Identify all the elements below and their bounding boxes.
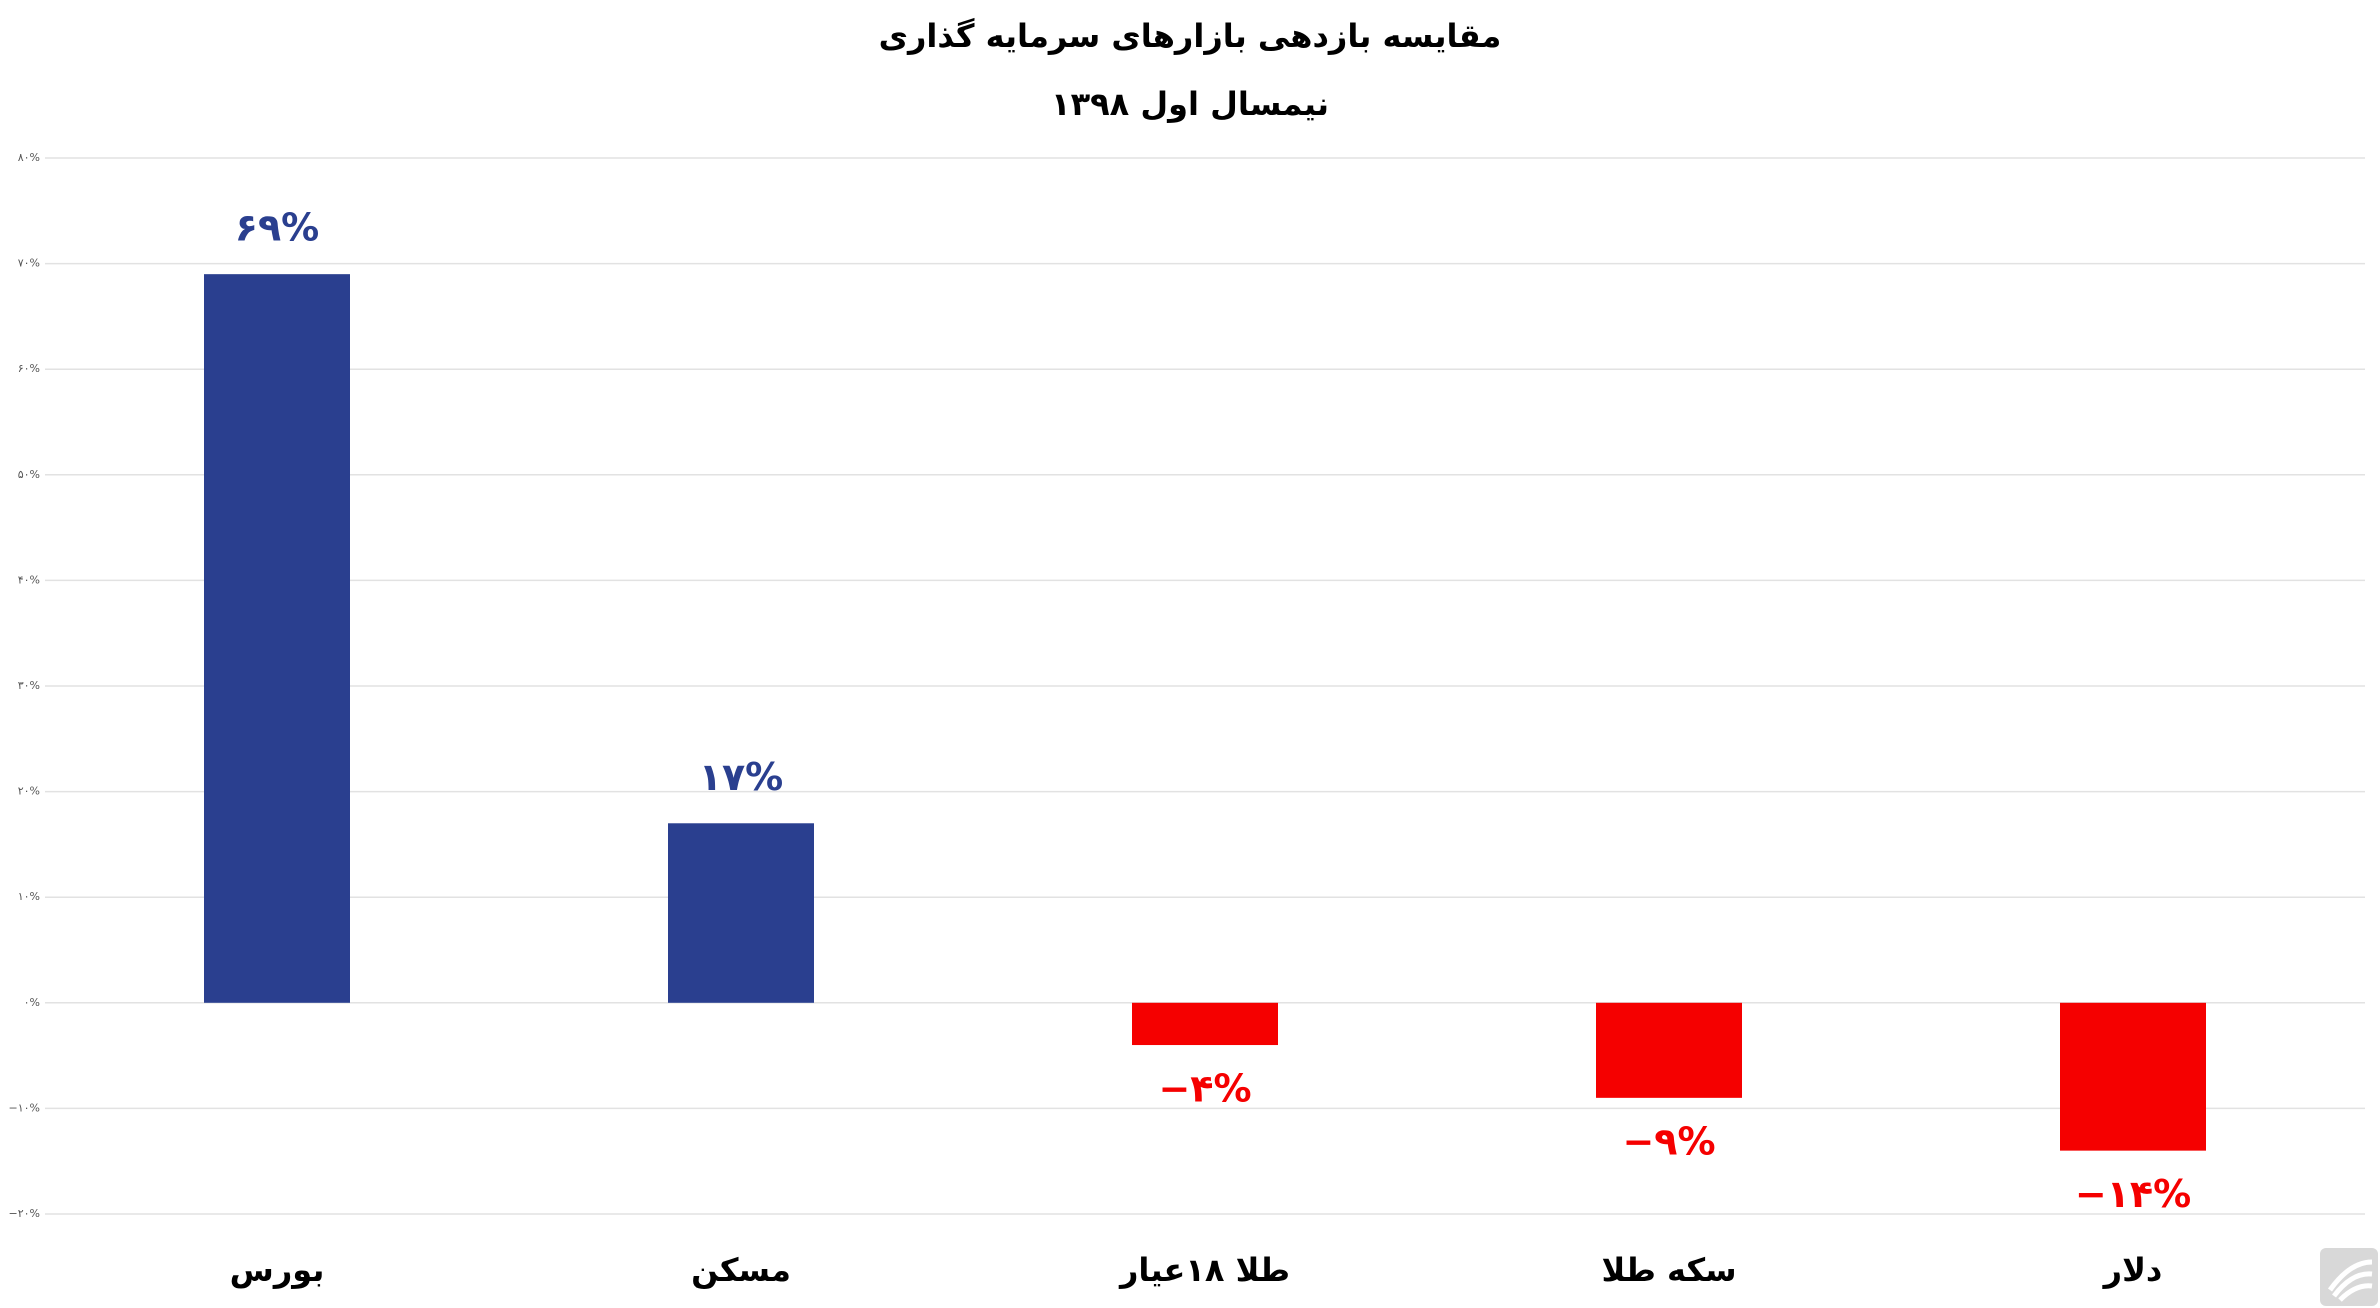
x-tick-label: طلا ۱۸عیار: [1118, 1251, 1290, 1289]
value-label: −۱۴%: [2075, 1172, 2191, 1216]
chart-subtitle: نیمسال اول ۱۳۹۸: [1051, 85, 1329, 123]
y-tick-label: ۷۰%: [18, 257, 40, 270]
bar: [204, 274, 350, 1003]
y-tick-label: ۳۰%: [18, 679, 40, 692]
y-tick-label: ۰%: [24, 996, 40, 1009]
x-tick-label: سکه طلا: [1601, 1251, 1736, 1289]
value-label: −۹%: [1622, 1119, 1715, 1163]
value-label: −۴%: [1158, 1067, 1251, 1111]
value-label: ۱۷%: [699, 755, 783, 799]
y-tick-label: ۴۰%: [18, 573, 40, 586]
y-tick-label: ۲۰%: [18, 785, 40, 798]
bar: [1596, 1002, 1742, 1098]
bar: [668, 823, 814, 1003]
y-tick-label: ۵۰%: [18, 468, 40, 481]
chart-title: مقایسه بازدهی بازارهای سرمایه گذاری: [879, 17, 1502, 55]
y-tick-label: −۱۰%: [9, 1101, 41, 1114]
logo: [2320, 1248, 2378, 1306]
value-label: ۶۹%: [235, 206, 319, 250]
x-tick-label: مسکن: [691, 1251, 791, 1289]
y-tick-label: ۶۰%: [18, 362, 40, 375]
x-tick-label: دلار: [2102, 1251, 2163, 1289]
y-tick-label: −۲۰%: [9, 1207, 41, 1220]
bar: [1132, 1002, 1278, 1046]
x-tick-label: بورس: [230, 1251, 325, 1289]
bar: [2060, 1002, 2206, 1151]
y-tick-label: ۸۰%: [18, 151, 40, 164]
y-tick-label: ۱۰%: [18, 890, 40, 903]
